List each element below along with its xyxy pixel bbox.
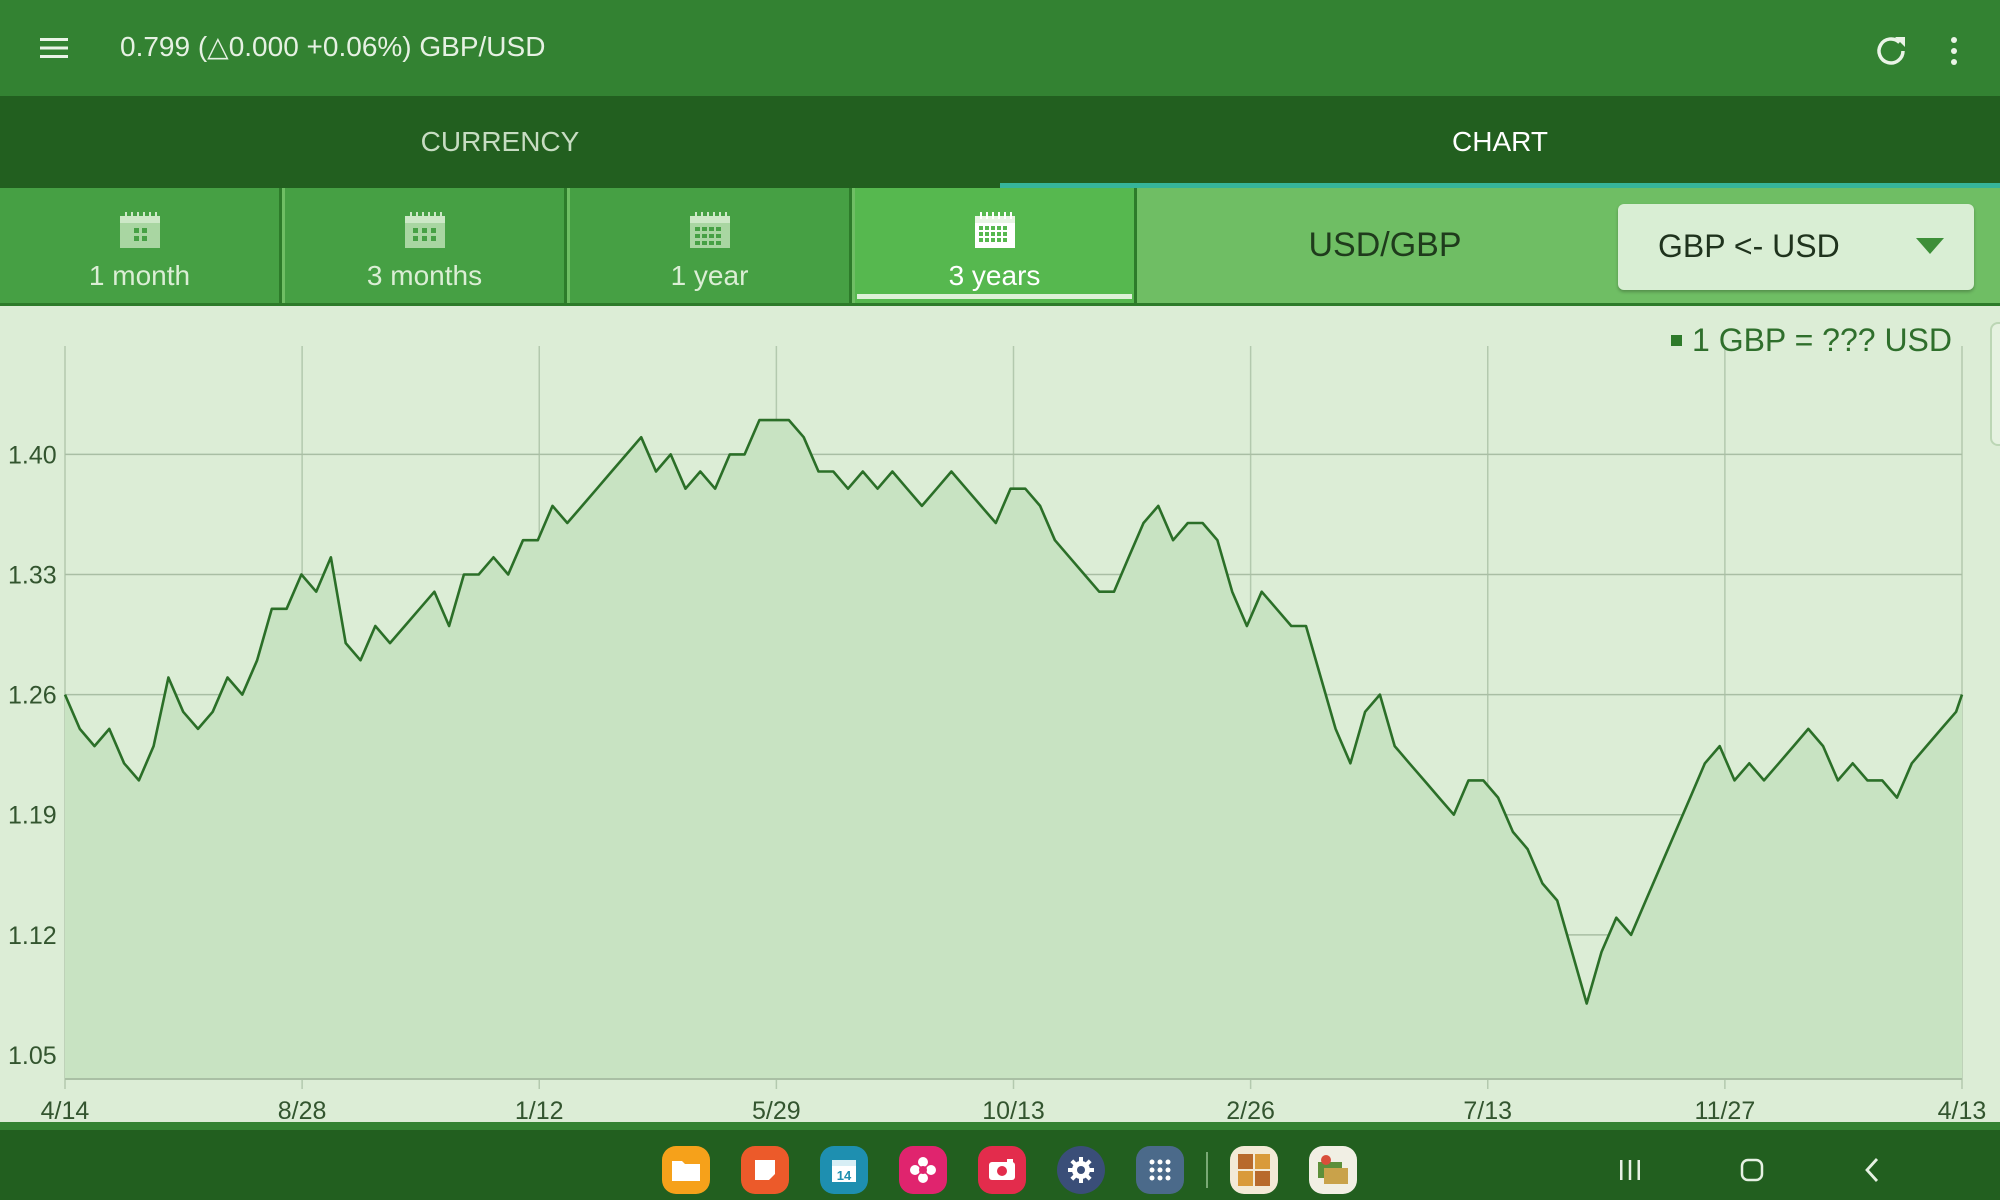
apps-grid-icon	[1149, 1159, 1171, 1181]
unit-converter-icon	[1238, 1154, 1270, 1186]
x-tick-label: 8/28	[278, 1097, 327, 1122]
app-bar: 0.799 (△0.000 +0.06%) GBP/USD	[0, 0, 2000, 96]
y-tick-label: 1.05	[8, 1042, 57, 1070]
x-tick-label: 10/13	[982, 1097, 1045, 1122]
calendar-icon	[404, 212, 445, 248]
x-tick-label: 1/12	[515, 1097, 564, 1122]
series-line	[63, 418, 1964, 1005]
home-button[interactable]	[1722, 1144, 1782, 1196]
unit-converter-app[interactable]	[1230, 1146, 1278, 1194]
hamburger-menu-icon	[40, 38, 68, 58]
gallery-app[interactable]	[899, 1146, 947, 1194]
period-label: 1 month	[88, 260, 191, 291]
refresh-button[interactable]	[1864, 24, 1918, 78]
refresh-icon	[1877, 37, 1905, 65]
rate-summary-title: 0.799 (△0.000 +0.06%) GBP/USD	[120, 31, 546, 62]
recent-apps-icon	[1620, 1160, 1640, 1180]
gear-icon	[1068, 1157, 1094, 1183]
svg-text:14: 14	[837, 1168, 852, 1183]
period-tab-3-years[interactable]: 3 years	[855, 188, 1137, 303]
dropdown-arrow-icon	[1916, 238, 1944, 254]
back-button[interactable]	[1842, 1144, 1902, 1196]
x-tick-label: 11/27	[1695, 1097, 1756, 1122]
tab-chart[interactable]: CHART	[1000, 96, 2000, 188]
direction-dropdown[interactable]: GBP <- USD	[1618, 204, 1974, 290]
recent-apps-button[interactable]	[1600, 1144, 1660, 1196]
home-icon	[1740, 1158, 1764, 1182]
legend-label: 1 GBP = ??? USD	[1692, 322, 1952, 358]
currency-converter-icon	[1318, 1155, 1348, 1184]
chart-area: 4/14 8/28 1/12 5/29 10/13 2/26 7/13 11/27 4/13 1…	[0, 306, 2000, 1122]
camera-icon	[989, 1159, 1015, 1180]
overflow-menu-button[interactable]	[1934, 24, 1974, 78]
x-tick-label: 5/29	[752, 1097, 801, 1122]
period-selector: 1 month 3 months 1 year 3 years USD/GBP …	[0, 188, 2000, 306]
back-icon	[1865, 1158, 1879, 1182]
currency-app[interactable]	[1309, 1146, 1357, 1194]
app-drawer[interactable]	[1136, 1146, 1184, 1194]
x-tick-label: 2/26	[1226, 1097, 1275, 1122]
direction-value: GBP <- USD	[1658, 228, 1840, 264]
calendar-app[interactable]: 14	[820, 1146, 868, 1194]
folder-icon	[672, 1161, 700, 1181]
tab-currency[interactable]: CURRENCY	[420, 126, 580, 157]
period-label: 1 year	[670, 260, 749, 291]
calendar-icon	[119, 212, 160, 248]
period-tab-1-month[interactable]: 1 month	[0, 188, 282, 303]
x-tick-label: 7/13	[1463, 1097, 1512, 1122]
note-icon	[755, 1160, 775, 1180]
y-tick-label: 1.40	[8, 441, 57, 469]
currency-pair-label: USD/GBP	[1308, 226, 1462, 264]
more-vertical-icon	[1951, 37, 1957, 65]
files-app[interactable]	[662, 1146, 710, 1194]
period-label: 3 months	[366, 260, 483, 291]
y-tick-label: 1.26	[8, 682, 57, 710]
chart-legend: 1 GBP = ??? USD	[1671, 322, 1952, 359]
scroll-handle[interactable]	[1990, 322, 2000, 446]
period-tab-3-months[interactable]: 3 months	[285, 188, 567, 303]
notes-app[interactable]	[741, 1146, 789, 1194]
y-tick-label: 1.12	[8, 922, 57, 950]
x-tick-label: 4/13	[1938, 1097, 1987, 1122]
flower-icon	[910, 1157, 936, 1183]
period-tab-1-year[interactable]: 1 year	[570, 188, 852, 303]
calendar-icon	[974, 212, 1015, 248]
camera-app[interactable]	[978, 1146, 1026, 1194]
rate-chart: 4/14 8/28 1/12 5/29 10/13 2/26 7/13 11/27 4/13 1…	[8, 346, 1987, 1122]
y-tick-label: 1.19	[8, 802, 57, 830]
period-label: 3 years	[948, 260, 1041, 291]
y-tick-label: 1.33	[8, 561, 57, 589]
calendar-icon	[689, 212, 730, 248]
system-taskbar: 14	[0, 1122, 2000, 1200]
series-area	[65, 420, 1962, 1080]
legend-swatch	[1671, 335, 1682, 346]
calendar-app-icon: 14	[832, 1160, 856, 1183]
dock-divider	[1206, 1152, 1208, 1188]
settings-app[interactable]	[1057, 1146, 1105, 1194]
menu-button[interactable]	[30, 24, 78, 72]
x-tick-label: 4/14	[41, 1097, 90, 1122]
main-tabs: CURRENCY CHART	[0, 96, 2000, 188]
